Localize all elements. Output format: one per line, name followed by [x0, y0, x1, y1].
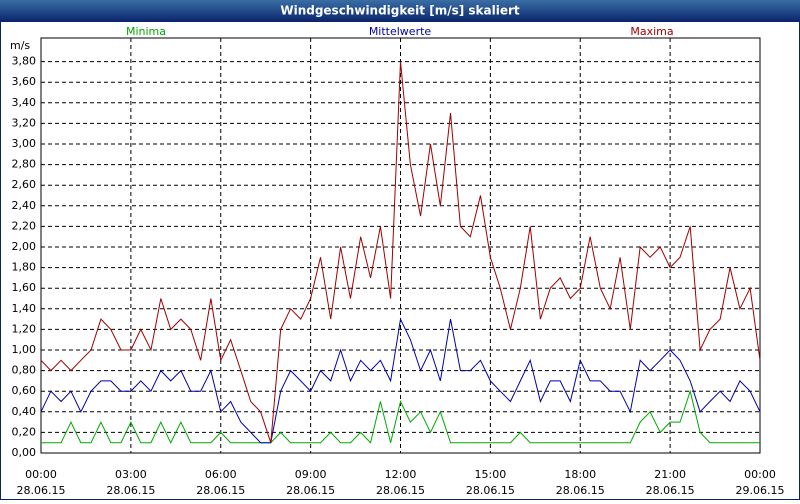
y-tick-label: 0,80 [12, 364, 37, 377]
series-line [40, 61, 761, 443]
y-tick-label: 3,40 [12, 96, 37, 109]
x-tick-label: 18:00 [564, 468, 596, 481]
y-tick-label: 3,80 [12, 55, 37, 68]
x-tick-date: 28.06.15 [466, 484, 515, 497]
x-tick-label: 06:00 [205, 468, 237, 481]
y-tick-label: 1,80 [12, 261, 37, 274]
x-tick-label: 03:00 [115, 468, 147, 481]
y-tick-label: 2,80 [12, 158, 37, 171]
chart-title: Windgeschwindigkeit [m/s] skaliert [280, 4, 520, 18]
y-tick-label: 0,40 [12, 405, 37, 418]
legend-label: Maxima [630, 25, 673, 38]
y-tick-label: 1,60 [12, 281, 37, 294]
title-bar [0, 0, 800, 22]
legend-label: Mittelwerte [369, 25, 432, 38]
y-tick-label: 0,20 [12, 425, 37, 438]
x-tick-date: 28.06.15 [196, 484, 245, 497]
y-tick-label: 3,20 [12, 116, 37, 129]
series-line [41, 389, 760, 444]
x-tick-date: 28.06.15 [286, 484, 335, 497]
x-tick-label: 15:00 [475, 468, 507, 481]
legend-label: Minima [126, 25, 166, 38]
x-tick-date: 28.06.15 [646, 484, 695, 497]
y-tick-label: 1,00 [12, 343, 37, 356]
x-tick-date: 28.06.15 [17, 484, 66, 497]
x-tick-date: 28.06.15 [376, 484, 425, 497]
y-tick-label: 1,20 [12, 322, 37, 335]
y-tick-label: 2,00 [12, 240, 37, 253]
x-tick-date: 28.06.15 [106, 484, 155, 497]
y-tick-label: 2,40 [12, 199, 37, 212]
x-tick-label: 21:00 [654, 468, 686, 481]
x-tick-date: 28.06.15 [556, 484, 605, 497]
x-tick-label: 00:00 [25, 468, 57, 481]
y-tick-label: 2,60 [12, 178, 37, 191]
y-tick-label: 2,20 [12, 219, 37, 232]
x-tick-label: 09:00 [295, 468, 327, 481]
x-tick-date: 29.06.15 [736, 484, 785, 497]
y-axis-label: m/s [10, 39, 30, 52]
y-tick-label: 0,00 [12, 446, 37, 459]
x-tick-label: 00:00 [744, 468, 776, 481]
y-tick-label: 3,00 [12, 137, 37, 150]
x-tick-label: 12:00 [385, 468, 417, 481]
y-tick-label: 0,60 [12, 384, 37, 397]
y-tick-label: 3,60 [12, 75, 37, 88]
series-line [40, 317, 761, 444]
y-tick-label: 1,40 [12, 302, 37, 315]
